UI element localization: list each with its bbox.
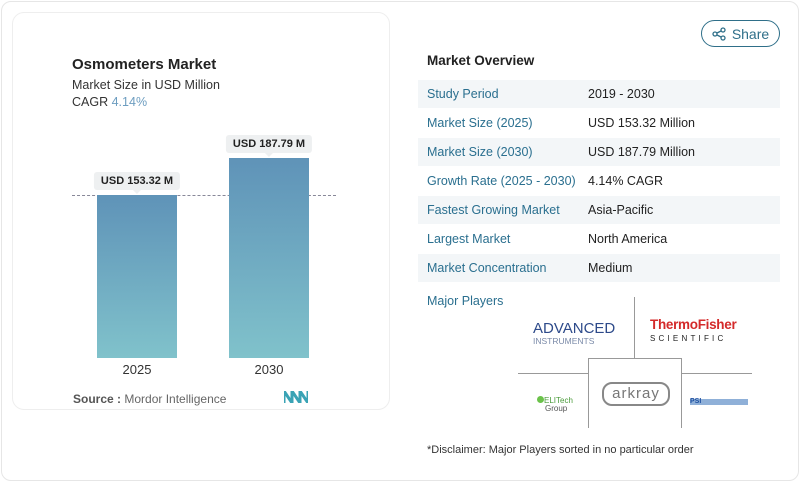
x-tick-label: 2025 (122, 362, 152, 377)
divider (682, 373, 752, 374)
source-label: Source : (73, 392, 122, 406)
overview-row: Growth Rate (2025 - 2030) 4.14% CAGR (418, 167, 780, 196)
thermo-fisher-logo: ThermoFisher SCIENTIFIC (650, 317, 737, 344)
source-value: Mordor Intelligence (124, 392, 227, 406)
reference-line (72, 195, 336, 196)
row-key: Growth Rate (2025 - 2030) (427, 174, 576, 188)
row-key: Market Size (2030) (427, 145, 533, 159)
arkray-logo: arkray (602, 382, 670, 406)
share-button[interactable]: Share (701, 20, 780, 47)
row-value: 4.14% CAGR (588, 174, 664, 188)
divider (634, 297, 635, 358)
major-players-title: Major Players (427, 294, 504, 308)
row-key: Fastest Growing Market (427, 203, 560, 217)
overview-row: Market Concentration Medium (418, 254, 780, 283)
share-icon (712, 26, 726, 41)
logo-box (588, 358, 682, 428)
chart-card (12, 12, 390, 410)
row-value: 2019 - 2030 (588, 87, 655, 101)
bar-2030 (229, 158, 309, 358)
overview-row: Market Size (2030) USD 187.79 Million (418, 138, 780, 167)
row-key: Largest Market (427, 232, 511, 246)
cagr-label: CAGR (72, 95, 109, 109)
chart-subtitle: Market Size in USD Million (72, 78, 220, 92)
cagr: CAGR 4.14% (72, 95, 147, 109)
row-value: Medium (588, 261, 633, 275)
row-key: Market Size (2025) (427, 116, 533, 130)
overview-row: Fastest Growing Market Asia-Pacific (418, 196, 780, 225)
data-label: USD 187.79 M (225, 135, 313, 157)
row-value: USD 153.32 Million (588, 116, 695, 130)
row-key: Study Period (427, 87, 499, 101)
cagr-value: 4.14% (111, 95, 148, 109)
disclaimer: *Disclaimer: Major Players sorted in no … (427, 444, 694, 456)
data-label: USD 153.32 M (93, 171, 181, 194)
row-key: Market Concentration (427, 261, 547, 275)
bar-2025 (97, 194, 177, 358)
mordor-logo-icon (284, 391, 308, 403)
row-value: North America (588, 232, 668, 246)
source: Source : Mordor Intelligence (73, 392, 226, 406)
share-label: Share (731, 25, 770, 42)
overview-row: Study Period 2019 - 2030 (418, 80, 780, 109)
overview-row: Largest Market North America (418, 225, 780, 254)
x-tick-label: 2030 (254, 362, 284, 377)
row-value: USD 187.79 Million (588, 145, 695, 159)
divider (518, 373, 588, 374)
row-value: Asia-Pacific (588, 203, 654, 217)
overview-title: Market Overview (427, 53, 535, 68)
elitech-logo: ELITech Group (537, 396, 573, 413)
psi-logo: PSI (690, 398, 748, 405)
advanced-instruments-logo: ADVANCED INSTRUMENTS (533, 320, 616, 346)
chart-title: Osmometers Market (72, 56, 217, 73)
overview-row: Market Size (2025) USD 153.32 Million (418, 109, 780, 138)
